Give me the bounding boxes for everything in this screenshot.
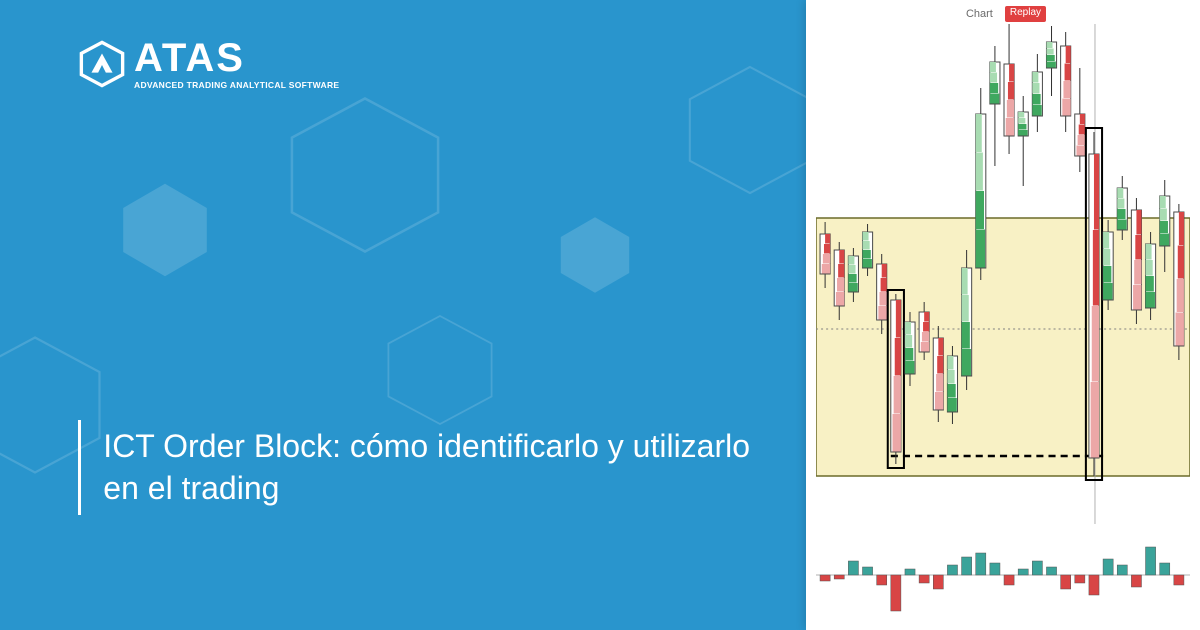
hexagon-outline-icon	[380, 310, 500, 430]
price-chart	[816, 24, 1190, 524]
hexagon-watermark-icon	[110, 175, 220, 285]
page-title: ICT Order Block: cómo identificarlo y ut…	[103, 420, 788, 515]
brand-tagline: ADVANCED TRADING ANALYTICAL SOFTWARE	[134, 80, 339, 90]
brand-logo: ATAS ADVANCED TRADING ANALYTICAL SOFTWAR…	[78, 38, 339, 90]
hexagon-outline-icon	[280, 90, 450, 260]
volume-chart	[816, 536, 1190, 614]
chart-panel: Chart Replay	[806, 0, 1200, 630]
chart-header: Chart Replay	[806, 6, 1200, 22]
title-accent-bar	[78, 420, 81, 515]
hexagon-outline-icon	[680, 60, 820, 200]
brand-logo-icon	[78, 40, 126, 88]
left-panel: ATAS ADVANCED TRADING ANALYTICAL SOFTWAR…	[0, 0, 810, 630]
title-block: ICT Order Block: cómo identificarlo y ut…	[78, 420, 788, 515]
chart-tab[interactable]: Chart	[960, 6, 999, 22]
replay-badge[interactable]: Replay	[1005, 6, 1046, 22]
brand-name: ATAS	[134, 38, 339, 78]
hexagon-watermark-icon	[550, 210, 640, 300]
